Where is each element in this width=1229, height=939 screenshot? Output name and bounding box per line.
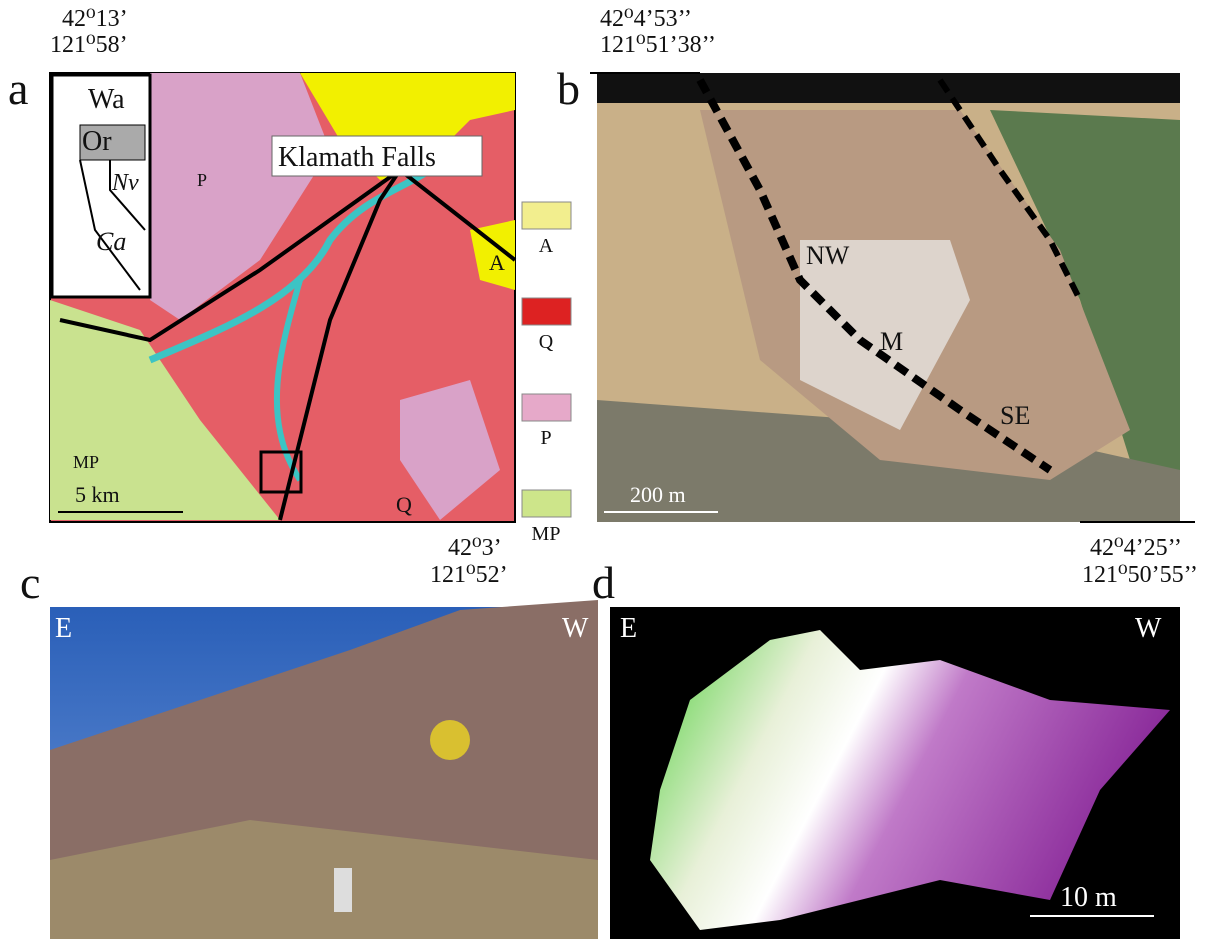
shrub [430,720,470,760]
fault-trace [937,78,1083,302]
legend-label: A [539,235,554,257]
p-unit [400,380,500,520]
orientation-label: W [562,613,589,644]
unit-label: Q [396,492,412,517]
inset-label: Nv [111,170,139,196]
highway [59,167,517,343]
place-label: Klamath Falls [278,142,436,173]
legend-swatch [521,297,572,326]
panel-label: a [8,63,28,114]
panel-c [50,600,598,939]
p-unit [150,73,330,320]
river [273,279,303,482]
study-area-box [259,450,303,494]
panel-label: c [20,557,40,608]
orientation-label: E [55,613,72,644]
coordinate: 42⁰4’25’’ [1090,535,1182,561]
legend-label: Q [539,331,554,353]
legend-swatch [521,489,572,518]
coordinate: 121⁰51’38’’ [600,32,716,58]
quarry [800,240,970,430]
canal [597,73,1180,103]
legend-swatch [521,393,572,422]
oregon [79,124,146,161]
panel-d [610,607,1180,939]
panel-label: d [592,557,615,608]
coordinate: 121⁰52’ [430,562,508,588]
panel-b [590,72,1195,523]
river [148,167,432,364]
legend-swatch [521,201,572,230]
legend-label: P [540,427,551,449]
orientation-label: E [620,613,637,644]
lidar-surface [650,630,1170,930]
highway [278,168,402,521]
inset-border [109,160,146,231]
legend-label: MP [532,523,561,545]
photo-ground [50,820,598,939]
panel-label: b [557,63,580,114]
coordinate: 42⁰4’53’’ [600,6,692,32]
label-box [271,135,483,177]
panel-a [49,72,517,523]
coordinate: 121⁰58’ [50,32,128,58]
coordinate: 42⁰13’ [62,6,128,32]
inset-label: Wa [88,84,125,115]
coordinate: 121⁰50’55’’ [1082,562,1198,588]
field [990,110,1180,480]
unit-label: MP [73,452,99,472]
site-label: SE [1000,401,1030,430]
scale-label: 200 m [630,482,686,507]
orientation-label: W [1135,613,1162,644]
inset-label: Or [82,126,112,157]
unit-label: P [197,170,207,190]
unit-label: A [489,250,505,275]
coordinate: 42⁰3’ [448,535,502,561]
fault-trace [696,78,1053,474]
legend: A Q P MP [521,201,572,545]
scale-label: 10 m [1060,882,1117,913]
person [334,868,352,912]
site-label: NW [806,241,850,270]
inset-map [50,73,152,299]
mp-unit [50,300,280,520]
site-label: M [880,327,903,356]
inset-label: Ca [96,227,126,256]
a-unit [470,220,515,290]
scale-label: 5 km [75,482,120,507]
inset-border [79,159,141,291]
